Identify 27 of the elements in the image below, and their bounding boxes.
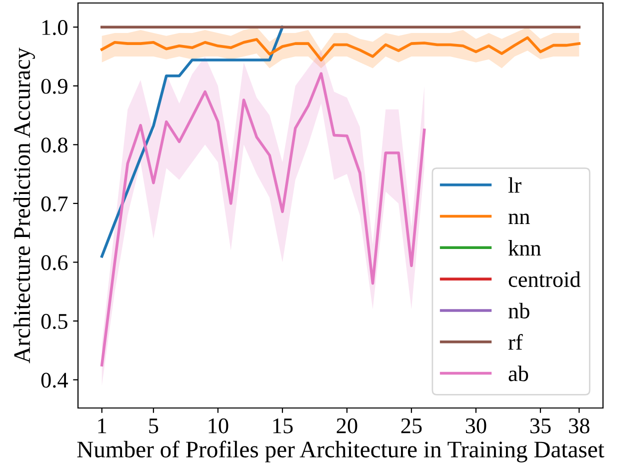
line-series: [100, 36, 581, 62]
legend-label: knn: [508, 240, 541, 256]
x-tick-label: 20: [336, 418, 358, 434]
x-tick-label: 38: [569, 418, 590, 434]
y-tick-label: 0.8: [41, 138, 68, 153]
y-tick-label: 1.0: [42, 20, 68, 36]
x-tick-label: 15: [273, 418, 293, 434]
x-tick-label: 30: [466, 418, 486, 434]
legend-label: lr: [508, 177, 522, 193]
legend-label: nb: [508, 302, 530, 318]
x-tick-label: 25: [401, 418, 422, 434]
legend-label: nn: [508, 214, 530, 224]
x-tick-label: 10: [208, 418, 228, 434]
legend-label: centroid: [508, 271, 581, 288]
y-tick-label: 0.9: [41, 78, 68, 94]
x-tick-label: 35: [530, 418, 551, 434]
legend-label: rf: [508, 334, 523, 350]
y-tick-label: 0.5: [41, 314, 68, 330]
y-tick-label: 0.7: [41, 196, 68, 212]
x-axis-title: Number of Profiles per Architecture in Training Dataset: [77, 440, 604, 462]
x-tick-label: 1: [98, 418, 106, 434]
y-axis-title: Architecture Prediction Accuracy: [13, 48, 35, 364]
x-tick-label: 5: [149, 418, 158, 434]
y-tick-label: 0.4: [41, 372, 68, 388]
line-series: [100, 26, 284, 258]
y-tick-label: 0.6: [41, 255, 68, 270]
legend-label: ab: [508, 366, 528, 382]
